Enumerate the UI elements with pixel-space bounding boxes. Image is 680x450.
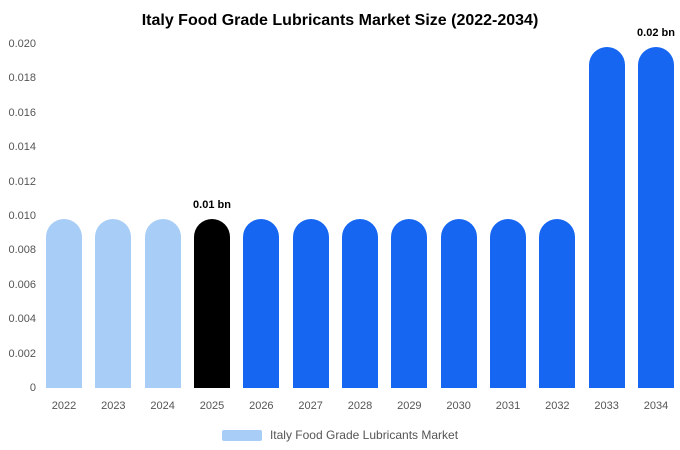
- bar-value-label: 0.01 bn: [193, 199, 231, 212]
- x-tick-label: 2031: [495, 400, 521, 412]
- bar-value-label: 0.02 bn: [637, 27, 675, 40]
- bar-2024: [144, 219, 181, 388]
- y-tick-label: 0.004: [8, 313, 36, 326]
- y-tick-label: 0.006: [8, 278, 36, 291]
- x-tick-label: 2025: [199, 400, 225, 412]
- y-tick-label: 0.020: [8, 38, 36, 50]
- bar-2027: [292, 219, 329, 388]
- chart-title: Italy Food Grade Lubricants Market Size …: [141, 12, 539, 29]
- bar-2023: [95, 219, 132, 388]
- x-tick-label: 2032: [545, 400, 570, 412]
- x-tick-label: 2027: [298, 400, 323, 412]
- x-tick-label: 2026: [249, 400, 274, 412]
- y-tick-label: 0.002: [8, 347, 36, 360]
- legend-label: Italy Food Grade Lubricants Market: [269, 428, 459, 442]
- bar-2029: [391, 219, 428, 388]
- y-tick-label: 0.010: [8, 210, 36, 222]
- bar-2030: [440, 219, 477, 388]
- bar-2032: [539, 219, 576, 388]
- bar-2031: [489, 219, 526, 388]
- x-tick-label: 2022: [51, 400, 77, 412]
- legend-swatch: [221, 429, 262, 441]
- x-tick-label: 2029: [397, 400, 422, 412]
- bar-2025: [193, 219, 230, 388]
- bar-2034: [637, 47, 674, 388]
- x-tick-label: 2024: [150, 400, 175, 412]
- bar-2022: [46, 219, 82, 388]
- y-tick-label: 0: [29, 382, 36, 394]
- y-tick-label: 0.018: [8, 72, 36, 85]
- bar-2033: [588, 47, 625, 388]
- legend: Italy Food Grade Lubricants Market: [0, 428, 680, 442]
- x-tick-label: 2033: [594, 400, 619, 412]
- x-tick-label: 2034: [643, 400, 669, 412]
- x-tick-label: 2023: [101, 400, 126, 412]
- y-tick-label: 0.016: [8, 106, 36, 119]
- x-tick-label: 2028: [347, 400, 373, 412]
- x-tick-label: 2030: [446, 400, 471, 412]
- y-tick-label: 0.012: [8, 175, 36, 188]
- y-tick-label: 0.014: [8, 141, 36, 154]
- bar-2028: [341, 219, 378, 388]
- y-tick-label: 0.008: [8, 244, 36, 257]
- bar-2026: [243, 219, 280, 388]
